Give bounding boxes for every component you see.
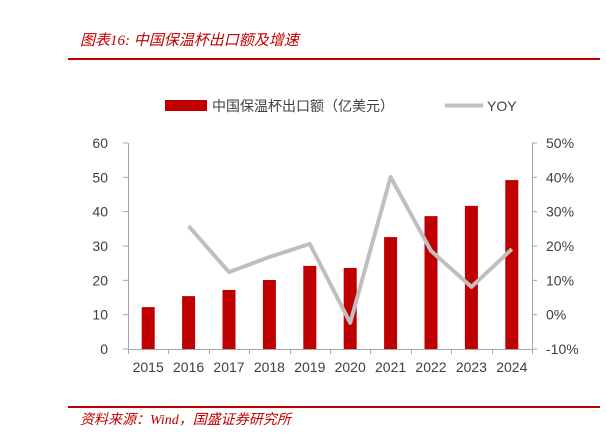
legend: 中国保温杯出口额（亿美元） YOY	[165, 98, 517, 114]
bar-2024	[505, 180, 519, 349]
x-tick-label-2023: 2023	[456, 359, 487, 375]
x-tick-label-2024: 2024	[496, 359, 527, 375]
yoy-line	[187, 175, 514, 325]
right-axis-tick-label: 10%	[546, 272, 574, 288]
bar-2020	[343, 267, 357, 349]
left-axis-tick-label: 10	[92, 307, 108, 323]
legend-label-yoy: YOY	[487, 98, 517, 114]
left-axis-tick-label: 30	[92, 238, 108, 254]
source-note: 资料来源：Wind，国盛证券研究所	[80, 413, 291, 428]
x-tick-label-2019: 2019	[294, 359, 325, 375]
bar-2016	[182, 296, 196, 349]
right-axis-tick-label: 40%	[546, 169, 574, 185]
left-axis-tick-label: 50	[92, 169, 108, 185]
right-axis-tick-label: 0%	[546, 307, 566, 323]
combo-chart: 中国保温杯出口额（亿美元） YOY 0 10 20 30 40 50 60 -10% 0% 10%…	[92, 98, 578, 375]
bar-2018	[262, 279, 276, 349]
x-tick-label-2020: 2020	[335, 359, 366, 375]
figure-title: 图表16: 中国保温杯出口额及增速	[80, 33, 299, 49]
left-axis-tick-label: 40	[92, 204, 108, 220]
bar-2019	[303, 265, 317, 349]
tick-labels: 0 10 20 30 40 50 60 -10% 0% 10% 20% 30% 40% 50% 2015 20…	[92, 135, 578, 375]
bar-2015	[141, 307, 155, 349]
bar-series-export-value	[141, 180, 519, 349]
bar-2022	[424, 216, 438, 349]
x-tick-label-2021: 2021	[375, 359, 406, 375]
right-axis-tick-label: 20%	[546, 238, 574, 254]
left-axis-tick-label: 60	[92, 135, 108, 151]
x-tick-label-2016: 2016	[173, 359, 204, 375]
source-divider	[68, 406, 600, 408]
line-series-yoy	[187, 175, 514, 325]
bar-2023	[464, 205, 478, 349]
x-tick-label-2022: 2022	[415, 359, 446, 375]
right-axis-tick-label: 50%	[546, 135, 574, 151]
title-divider	[68, 58, 600, 60]
legend-swatch-export-value	[165, 100, 207, 111]
bar-2017	[222, 289, 236, 349]
legend-label-export-value: 中国保温杯出口额（亿美元）	[212, 98, 394, 114]
right-axis-tick-label: -10%	[546, 341, 579, 357]
right-axis-tick-label: 30%	[546, 204, 574, 220]
x-tick-label-2015: 2015	[133, 359, 164, 375]
left-axis-tick-label: 20	[92, 272, 108, 288]
axes	[123, 142, 537, 354]
left-axis-tick-label: 0	[100, 341, 108, 357]
x-tick-label-2017: 2017	[213, 359, 244, 375]
bar-2021	[384, 237, 398, 349]
x-tick-label-2018: 2018	[254, 359, 285, 375]
